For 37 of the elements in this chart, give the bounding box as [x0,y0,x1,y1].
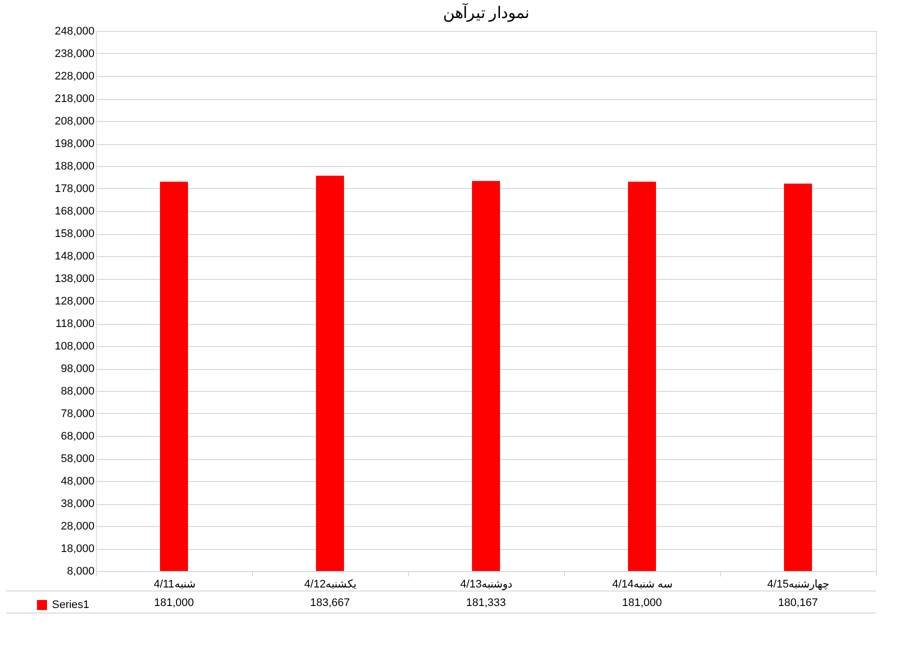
x-tick-label: 4/14سه شنبه [612,578,673,590]
y-tick-label: 58,000 [60,453,94,465]
data-label: 181,000 [622,597,662,609]
y-tick-label: 8,000 [66,566,94,578]
y-tick-label: 68,000 [60,430,94,442]
y-tick-label: 28,000 [60,520,94,532]
y-tick-label: 38,000 [60,498,94,510]
y-tick-label: 178,000 [54,183,94,195]
y-tick-label: 48,000 [60,476,94,488]
x-tick-label: 4/15چهارشنبه [767,578,830,590]
x-tick-label: 4/13دوشنبه [460,578,513,590]
data-label: 181,000 [154,597,194,609]
y-tick-label: 18,000 [60,543,94,555]
y-tick-label: 248,000 [54,26,94,38]
x-tick-label: 4/11شنبه [154,578,196,590]
chart-title: نمودار تیرآهن [442,2,530,22]
y-tick-label: 138,000 [54,273,94,285]
y-tick-label: 238,000 [54,48,94,60]
y-tick-label: 158,000 [54,228,94,240]
y-tick-label: 218,000 [54,93,94,105]
data-label: 183,667 [310,597,350,609]
data-label: 181,333 [466,597,506,609]
y-tick-label: 88,000 [60,386,94,398]
y-tick-label: 198,000 [54,138,94,150]
y-tick-label: 98,000 [60,363,94,375]
y-tick-label: 228,000 [54,70,94,82]
y-tick-label: 168,000 [54,206,94,218]
y-tick-label: 118,000 [56,318,94,330]
y-tick-label: 108,000 [54,340,94,352]
legend-label: Series1 [52,599,90,611]
y-tick-label: 208,000 [54,116,94,128]
y-tick-label: 128,000 [54,296,94,308]
y-tick-label: 148,000 [54,250,94,262]
y-tick-label: 78,000 [60,408,94,420]
x-tick-label: 4/12یکشنبه [304,578,357,590]
y-tick-label: 188,000 [54,160,94,172]
data-label: 180,167 [778,597,818,609]
